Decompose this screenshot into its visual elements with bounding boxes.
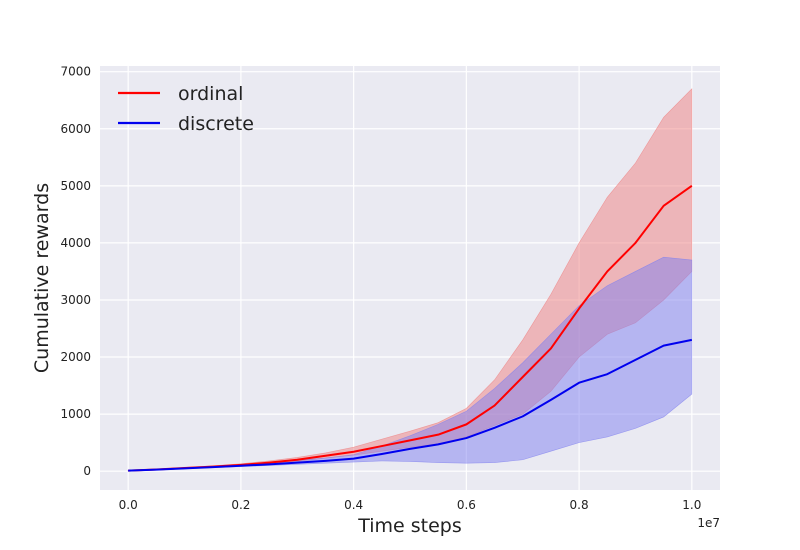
y-tick-label: 2000 bbox=[60, 350, 91, 364]
x-tick-label: 0.0 bbox=[119, 498, 138, 512]
x-tick-label: 0.6 bbox=[457, 498, 476, 512]
y-axis-label: Cumulative rewards bbox=[31, 183, 53, 373]
x-tick-label: 0.4 bbox=[344, 498, 363, 512]
y-tick-label: 3000 bbox=[60, 293, 91, 307]
legend-label-discrete: discrete bbox=[178, 113, 254, 135]
x-axis-label: Time steps bbox=[357, 515, 462, 537]
y-tick-label: 4000 bbox=[60, 236, 91, 250]
y-tick-label: 6000 bbox=[60, 122, 91, 136]
legend-label-ordinal: ordinal bbox=[178, 83, 243, 105]
x-tick-label: 0.8 bbox=[570, 498, 589, 512]
x-offset-label: 1e7 bbox=[697, 516, 720, 530]
legend: ordinal discrete bbox=[118, 83, 254, 135]
confidence-bands bbox=[127, 88, 693, 472]
x-tick-labels: 0.0 0.2 0.4 0.6 0.8 1.0 bbox=[119, 498, 702, 512]
y-tick-label: 7000 bbox=[60, 65, 91, 79]
line-discrete bbox=[128, 338, 693, 472]
y-tick-labels: 0 1000 2000 3000 4000 5000 6000 7000 bbox=[60, 65, 91, 478]
series-lines bbox=[128, 185, 693, 472]
band-discrete bbox=[127, 256, 693, 472]
y-tick-label: 0 bbox=[83, 464, 91, 478]
y-tick-label: 5000 bbox=[60, 179, 91, 193]
y-tick-label: 1000 bbox=[60, 407, 91, 421]
x-tick-label: 1.0 bbox=[682, 498, 701, 512]
x-tick-label: 0.2 bbox=[231, 498, 250, 512]
